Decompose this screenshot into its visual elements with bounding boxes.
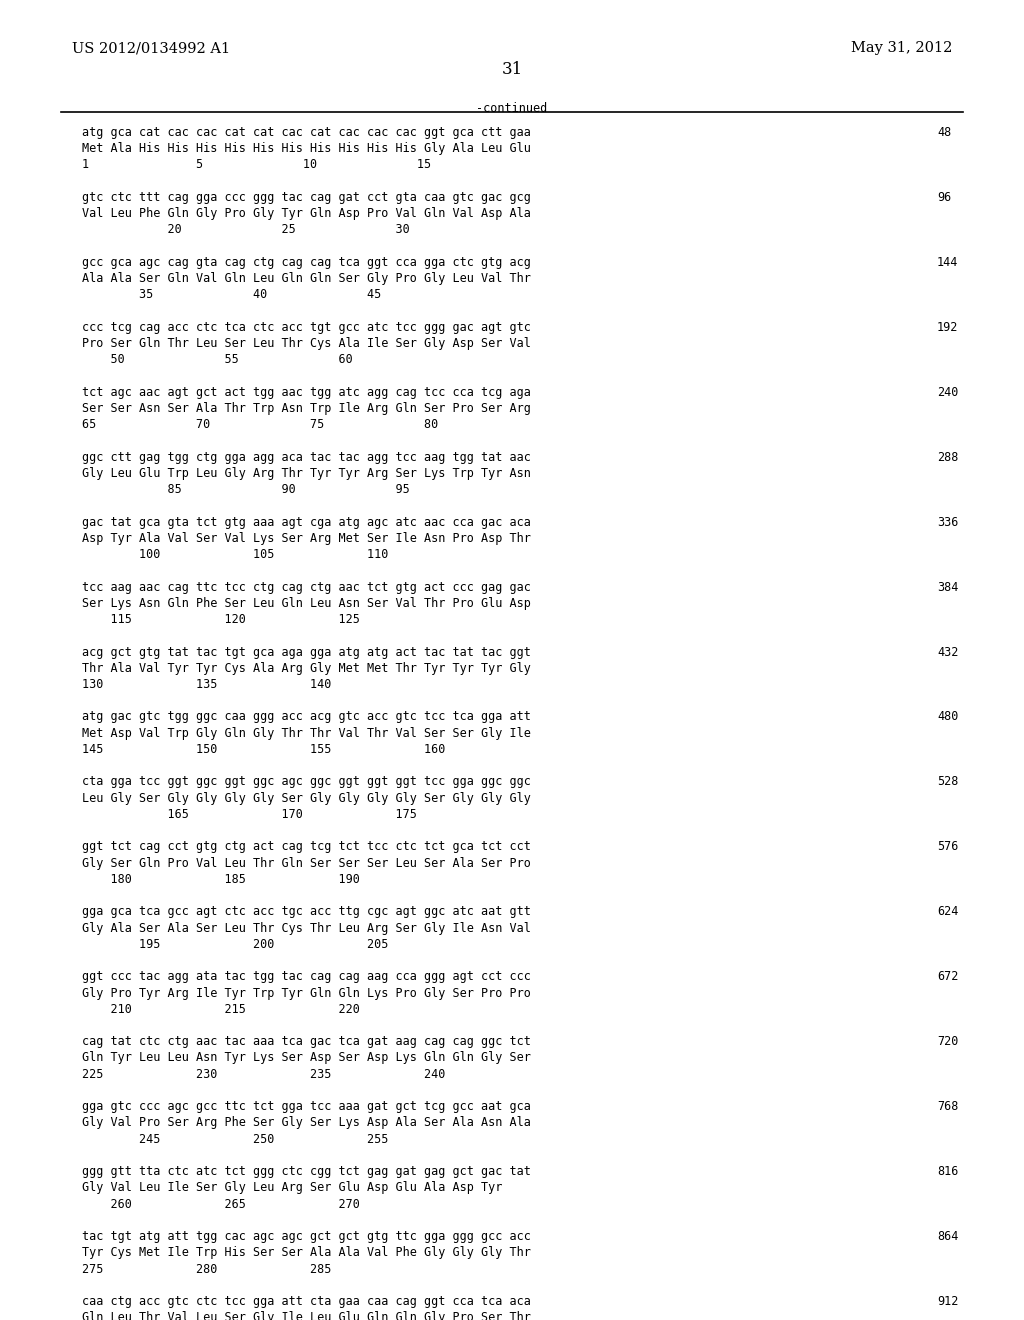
Text: 100             105             110: 100 105 110	[82, 548, 388, 561]
Text: Met Asp Val Trp Gly Gln Gly Thr Thr Val Thr Val Ser Ser Gly Ile: Met Asp Val Trp Gly Gln Gly Thr Thr Val …	[82, 727, 530, 739]
Text: ggt ccc tac agg ata tac tgg tac cag cag aag cca ggg agt cct ccc: ggt ccc tac agg ata tac tgg tac cag cag …	[82, 970, 530, 983]
Text: 195             200             205: 195 200 205	[82, 937, 388, 950]
Text: 65              70              75              80: 65 70 75 80	[82, 418, 438, 432]
Text: 115             120             125: 115 120 125	[82, 612, 359, 626]
Text: ggc ctt gag tgg ctg gga agg aca tac tac agg tcc aag tgg tat aac: ggc ctt gag tgg ctg gga agg aca tac tac …	[82, 450, 530, 463]
Text: 288: 288	[937, 450, 958, 463]
Text: ggg gtt tta ctc atc tct ggg ctc cgg tct gag gat gag gct gac tat: ggg gtt tta ctc atc tct ggg ctc cgg tct …	[82, 1166, 530, 1179]
Text: 165             170             175: 165 170 175	[82, 808, 417, 821]
Text: Gly Leu Glu Trp Leu Gly Arg Thr Tyr Tyr Arg Ser Lys Trp Tyr Asn: Gly Leu Glu Trp Leu Gly Arg Thr Tyr Tyr …	[82, 467, 530, 480]
Text: Ser Ser Asn Ser Ala Thr Trp Asn Trp Ile Arg Gln Ser Pro Ser Arg: Ser Ser Asn Ser Ala Thr Trp Asn Trp Ile …	[82, 403, 530, 414]
Text: 50              55              60: 50 55 60	[82, 354, 352, 366]
Text: May 31, 2012: May 31, 2012	[851, 41, 952, 55]
Text: gga gtc ccc agc gcc ttc tct gga tcc aaa gat gct tcg gcc aat gca: gga gtc ccc agc gcc ttc tct gga tcc aaa …	[82, 1100, 530, 1113]
Text: Ser Lys Asn Gln Phe Ser Leu Gln Leu Asn Ser Val Thr Pro Glu Asp: Ser Lys Asn Gln Phe Ser Leu Gln Leu Asn …	[82, 597, 530, 610]
Text: gcc gca agc cag gta cag ctg cag cag tca ggt cca gga ctc gtg acg: gcc gca agc cag gta cag ctg cag cag tca …	[82, 256, 530, 269]
Text: caa ctg acc gtc ctc tcc gga att cta gaa caa cag ggt cca tca aca: caa ctg acc gtc ctc tcc gga att cta gaa …	[82, 1295, 530, 1308]
Text: 145             150             155             160: 145 150 155 160	[82, 743, 445, 756]
Text: acg gct gtg tat tac tgt gca aga gga atg atg act tac tat tac ggt: acg gct gtg tat tac tgt gca aga gga atg …	[82, 645, 530, 659]
Text: cag tat ctc ctg aac tac aaa tca gac tca gat aag cag cag ggc tct: cag tat ctc ctg aac tac aaa tca gac tca …	[82, 1035, 530, 1048]
Text: Gly Pro Tyr Arg Ile Tyr Trp Tyr Gln Gln Lys Pro Gly Ser Pro Pro: Gly Pro Tyr Arg Ile Tyr Trp Tyr Gln Gln …	[82, 986, 530, 999]
Text: 912: 912	[937, 1295, 958, 1308]
Text: 35              40              45: 35 40 45	[82, 288, 381, 301]
Text: 20              25              30: 20 25 30	[82, 223, 410, 236]
Text: 672: 672	[937, 970, 958, 983]
Text: 576: 576	[937, 841, 958, 854]
Text: Gln Tyr Leu Leu Asn Tyr Lys Ser Asp Ser Asp Lys Gln Gln Gly Ser: Gln Tyr Leu Leu Asn Tyr Lys Ser Asp Ser …	[82, 1052, 530, 1064]
Text: 96: 96	[937, 191, 951, 203]
Text: tcc aag aac cag ttc tcc ctg cag ctg aac tct gtg act ccc gag gac: tcc aag aac cag ttc tcc ctg cag ctg aac …	[82, 581, 530, 594]
Text: 816: 816	[937, 1166, 958, 1179]
Text: Gly Ser Gln Pro Val Leu Thr Gln Ser Ser Ser Leu Ser Ala Ser Pro: Gly Ser Gln Pro Val Leu Thr Gln Ser Ser …	[82, 857, 530, 870]
Text: Tyr Cys Met Ile Trp His Ser Ser Ala Ala Val Phe Gly Gly Gly Thr: Tyr Cys Met Ile Trp His Ser Ser Ala Ala …	[82, 1246, 530, 1259]
Text: 528: 528	[937, 775, 958, 788]
Text: 130             135             140: 130 135 140	[82, 678, 332, 690]
Text: 275             280             285: 275 280 285	[82, 1263, 332, 1275]
Text: -continued: -continued	[476, 103, 548, 115]
Text: gac tat gca gta tct gtg aaa agt cga atg agc atc aac cca gac aca: gac tat gca gta tct gtg aaa agt cga atg …	[82, 516, 530, 528]
Text: Gly Ala Ser Ala Ser Leu Thr Cys Thr Leu Arg Ser Gly Ile Asn Val: Gly Ala Ser Ala Ser Leu Thr Cys Thr Leu …	[82, 921, 530, 935]
Text: 624: 624	[937, 906, 958, 919]
Text: 336: 336	[937, 516, 958, 528]
Text: Gln Leu Thr Val Leu Ser Gly Ile Leu Glu Gln Gln Gly Pro Ser Thr: Gln Leu Thr Val Leu Ser Gly Ile Leu Glu …	[82, 1311, 530, 1320]
Text: Gly Val Leu Ile Ser Gly Leu Arg Ser Glu Asp Glu Ala Asp Tyr: Gly Val Leu Ile Ser Gly Leu Arg Ser Glu …	[82, 1181, 503, 1195]
Text: 432: 432	[937, 645, 958, 659]
Text: 260             265             270: 260 265 270	[82, 1197, 359, 1210]
Text: Leu Gly Ser Gly Gly Gly Gly Ser Gly Gly Gly Gly Ser Gly Gly Gly: Leu Gly Ser Gly Gly Gly Gly Ser Gly Gly …	[82, 792, 530, 805]
Text: ccc tcg cag acc ctc tca ctc acc tgt gcc atc tcc ggg gac agt gtc: ccc tcg cag acc ctc tca ctc acc tgt gcc …	[82, 321, 530, 334]
Text: 31: 31	[502, 61, 522, 78]
Text: tac tgt atg att tgg cac agc agc gct gct gtg ttc gga ggg gcc acc: tac tgt atg att tgg cac agc agc gct gct …	[82, 1230, 530, 1243]
Text: US 2012/0134992 A1: US 2012/0134992 A1	[72, 41, 229, 55]
Text: 480: 480	[937, 710, 958, 723]
Text: atg gac gtc tgg ggc caa ggg acc acg gtc acc gtc tcc tca gga att: atg gac gtc tgg ggc caa ggg acc acg gtc …	[82, 710, 530, 723]
Text: 864: 864	[937, 1230, 958, 1243]
Text: 768: 768	[937, 1100, 958, 1113]
Text: gtc ctc ttt cag gga ccc ggg tac cag gat cct gta caa gtc gac gcg: gtc ctc ttt cag gga ccc ggg tac cag gat …	[82, 191, 530, 203]
Text: 48: 48	[937, 125, 951, 139]
Text: Pro Ser Gln Thr Leu Ser Leu Thr Cys Ala Ile Ser Gly Asp Ser Val: Pro Ser Gln Thr Leu Ser Leu Thr Cys Ala …	[82, 337, 530, 350]
Text: Met Ala His His His His His His His His His His Gly Ala Leu Glu: Met Ala His His His His His His His His …	[82, 143, 530, 156]
Text: 240: 240	[937, 385, 958, 399]
Text: atg gca cat cac cac cat cat cac cat cac cac cac ggt gca ctt gaa: atg gca cat cac cac cat cat cac cat cac …	[82, 125, 530, 139]
Text: cta gga tcc ggt ggc ggt ggc agc ggc ggt ggt ggt tcc gga ggc ggc: cta gga tcc ggt ggc ggt ggc agc ggc ggt …	[82, 775, 530, 788]
Text: 180             185             190: 180 185 190	[82, 873, 359, 886]
Text: Thr Ala Val Tyr Tyr Cys Ala Arg Gly Met Met Thr Tyr Tyr Tyr Gly: Thr Ala Val Tyr Tyr Cys Ala Arg Gly Met …	[82, 661, 530, 675]
Text: Asp Tyr Ala Val Ser Val Lys Ser Arg Met Ser Ile Asn Pro Asp Thr: Asp Tyr Ala Val Ser Val Lys Ser Arg Met …	[82, 532, 530, 545]
Text: 144: 144	[937, 256, 958, 269]
Text: 245             250             255: 245 250 255	[82, 1133, 388, 1146]
Text: 85              90              95: 85 90 95	[82, 483, 410, 496]
Text: 225             230             235             240: 225 230 235 240	[82, 1068, 445, 1081]
Text: tct agc aac agt gct act tgg aac tgg atc agg cag tcc cca tcg aga: tct agc aac agt gct act tgg aac tgg atc …	[82, 385, 530, 399]
Text: 720: 720	[937, 1035, 958, 1048]
Text: 192: 192	[937, 321, 958, 334]
Text: gga gca tca gcc agt ctc acc tgc acc ttg cgc agt ggc atc aat gtt: gga gca tca gcc agt ctc acc tgc acc ttg …	[82, 906, 530, 919]
Text: Val Leu Phe Gln Gly Pro Gly Tyr Gln Asp Pro Val Gln Val Asp Ala: Val Leu Phe Gln Gly Pro Gly Tyr Gln Asp …	[82, 207, 530, 220]
Text: ggt tct cag cct gtg ctg act cag tcg tct tcc ctc tct gca tct cct: ggt tct cag cct gtg ctg act cag tcg tct …	[82, 841, 530, 854]
Text: Ala Ala Ser Gln Val Gln Leu Gln Gln Ser Gly Pro Gly Leu Val Thr: Ala Ala Ser Gln Val Gln Leu Gln Gln Ser …	[82, 272, 530, 285]
Text: Gly Val Pro Ser Arg Phe Ser Gly Ser Lys Asp Ala Ser Ala Asn Ala: Gly Val Pro Ser Arg Phe Ser Gly Ser Lys …	[82, 1117, 530, 1130]
Text: 210             215             220: 210 215 220	[82, 1003, 359, 1016]
Text: 384: 384	[937, 581, 958, 594]
Text: 1               5              10              15: 1 5 10 15	[82, 158, 431, 172]
